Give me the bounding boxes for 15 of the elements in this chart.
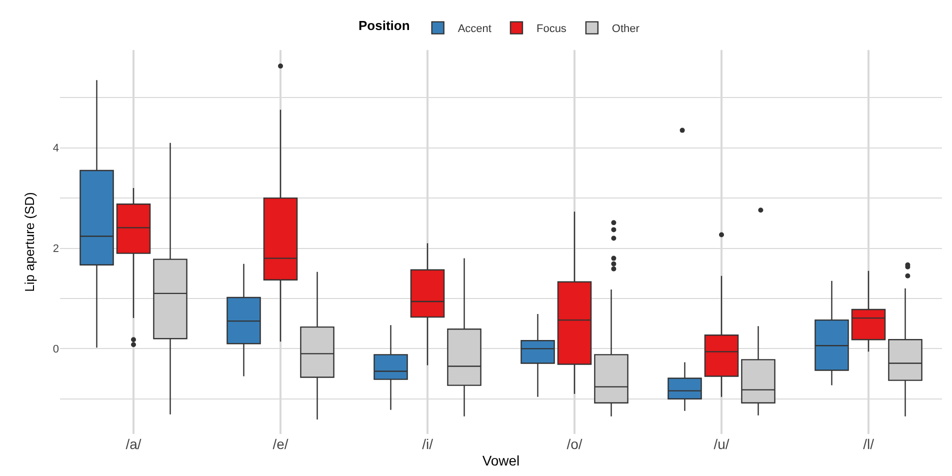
x-tick-label: /i/ — [422, 436, 434, 452]
legend-label: Other — [612, 23, 640, 36]
x-tick-label: /l/ — [863, 436, 874, 452]
legend-label: Accent — [458, 23, 492, 36]
y-tick-label: 2 — [52, 243, 59, 256]
x-tick-label: /a/ — [126, 436, 142, 452]
x-tick-label: /o/ — [566, 436, 582, 452]
x-tick-label: /u/ — [714, 436, 730, 452]
x-axis-title: Vowel — [482, 452, 520, 468]
x-tick-label: /e/ — [272, 436, 288, 452]
y-tick-label: 4 — [52, 142, 59, 155]
legend-title: Position — [358, 18, 410, 34]
legend-label: Focus — [536, 23, 567, 36]
y-axis-title: Lip aperture (SD) — [22, 192, 37, 292]
y-tick-label: 0 — [52, 344, 59, 356]
